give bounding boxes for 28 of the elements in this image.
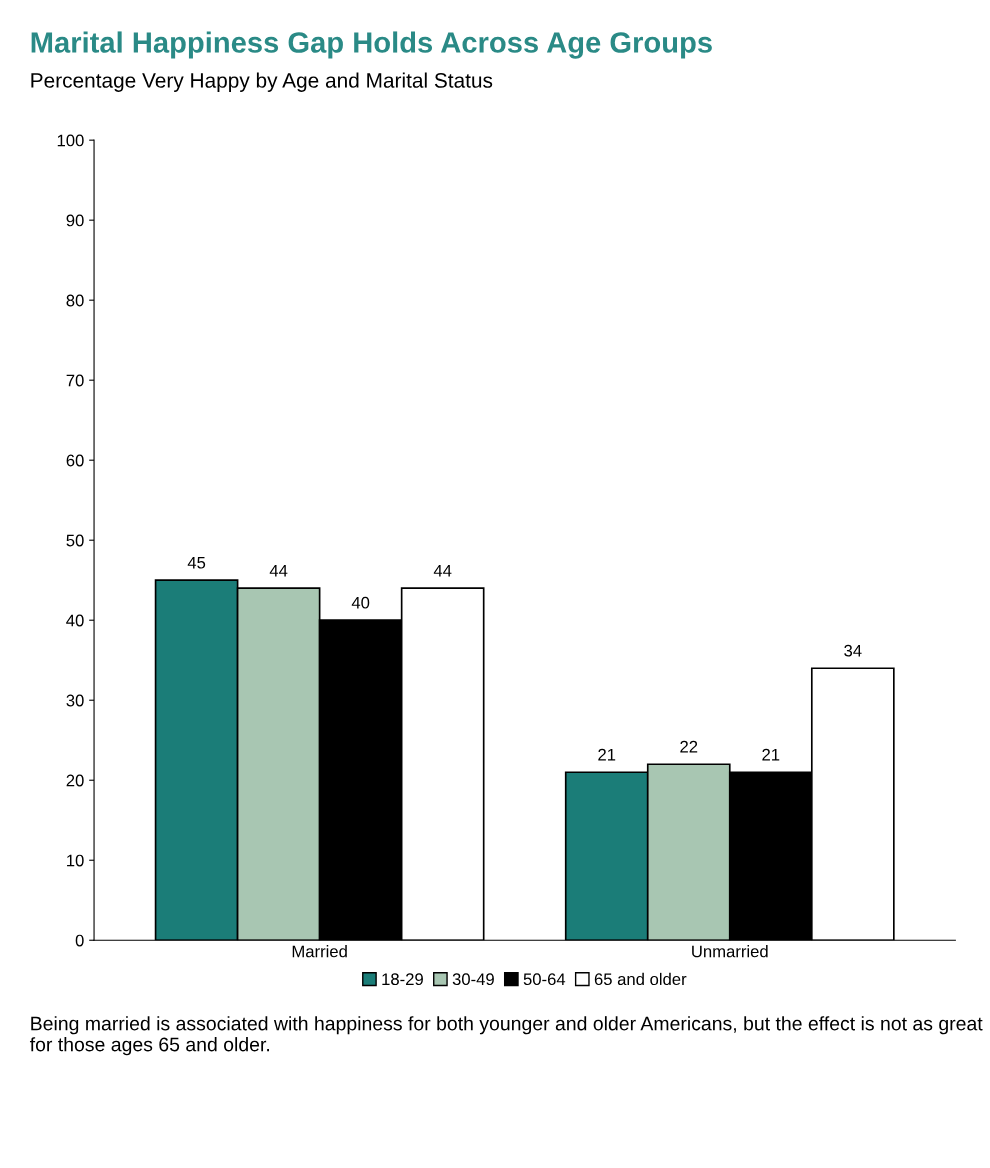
y-tick-label: 60 <box>66 454 84 467</box>
legend-label: 50-64 <box>523 973 566 986</box>
y-tick-label: 30 <box>66 694 84 707</box>
chart-title: Marital Happiness Gap Holds Across Age Groups <box>31 31 712 59</box>
x-tick-label: Unmarried <box>692 945 768 958</box>
y-tick-label: 100 <box>57 134 84 147</box>
y-tick-label: 0 <box>75 934 84 947</box>
y-tick-label: 80 <box>66 294 84 307</box>
y-tick-label: 70 <box>66 374 84 387</box>
y-tick-label: 10 <box>67 854 84 867</box>
text: Being married is associated with happiness for both younger and older Americans, but the effect is not as great for those ages 65 and older. <box>29 1016 983 1056</box>
legend-label: 18-29 <box>382 973 423 986</box>
y-tick-label: 90 <box>66 214 84 227</box>
y-tick-label: 20 <box>66 774 84 787</box>
data-label: 21 <box>762 748 780 761</box>
data-label: 44 <box>433 564 452 577</box>
legend-label: 30-49 <box>452 973 494 986</box>
data-label: 45 <box>187 556 206 569</box>
y-tick-label: 40 <box>66 614 84 627</box>
chart-subtitle: Percentage Very Happy by Age and Marital Status <box>31 72 493 92</box>
data-label: 34 <box>844 644 862 657</box>
data-label: 22 <box>680 740 698 753</box>
data-label: 44 <box>269 564 288 577</box>
x-tick-label: Married <box>292 945 347 958</box>
data-label: 40 <box>351 596 370 609</box>
data-label: 21 <box>598 748 616 761</box>
y-tick-label: 50 <box>66 534 84 547</box>
legend-label: 65 and older <box>594 972 687 986</box>
